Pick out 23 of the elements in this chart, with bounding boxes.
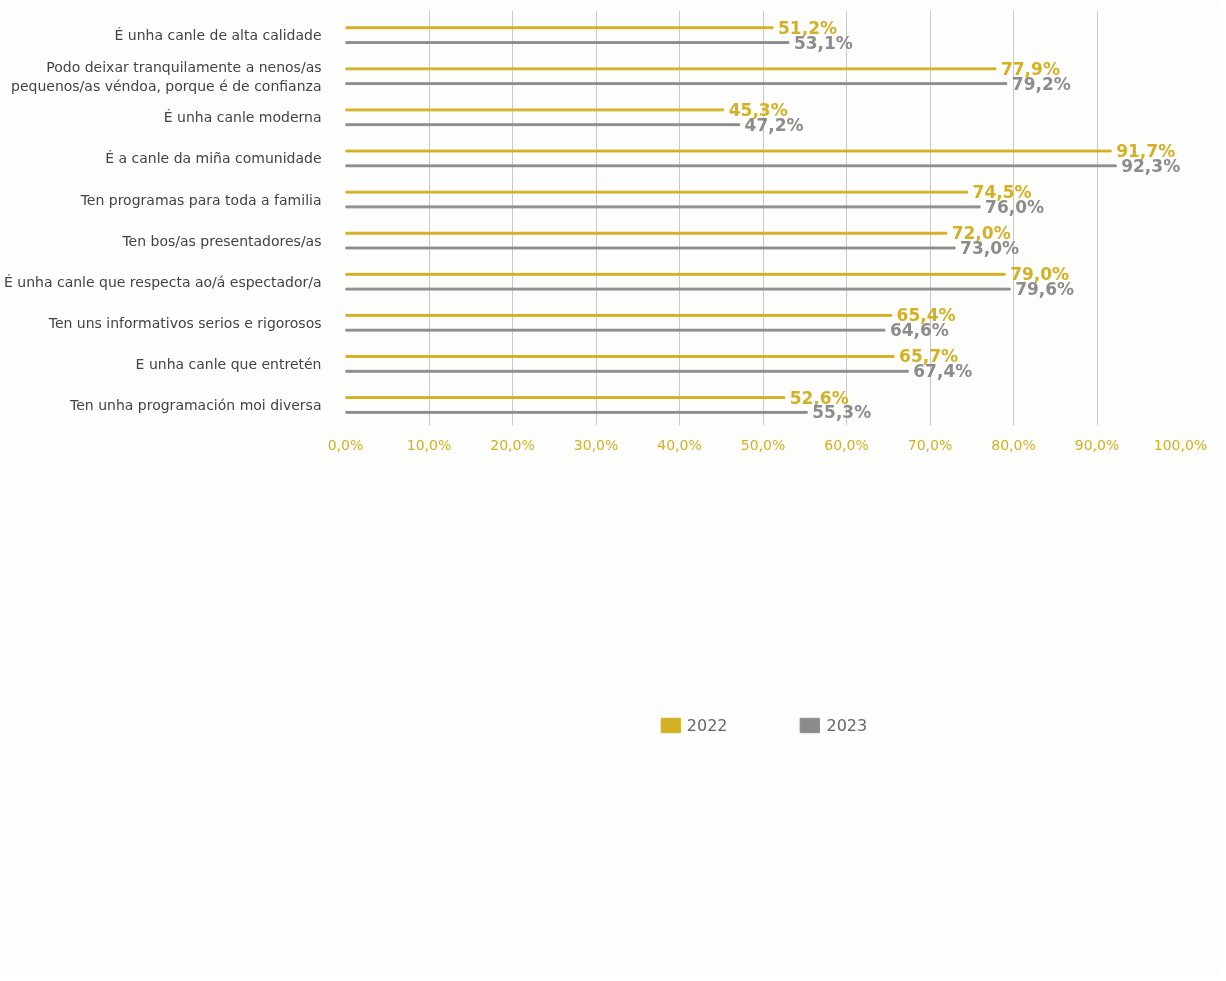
- x-tick-label: 90,0%: [1074, 436, 1120, 453]
- x-tick-label: 80,0%: [991, 436, 1036, 453]
- y-tick-label: É unha canle de alta calidade: [114, 27, 322, 44]
- y-tick-label: É unha canle moderna: [163, 109, 322, 126]
- y-tick-label: Ten bos/as presentadores/as: [121, 232, 322, 249]
- y-tick-label: É unha canle que respecta ao/á espectador/a: [3, 273, 322, 290]
- y-tick-label: É a canle da miña comunidade: [105, 150, 322, 167]
- x-tick-label: 30,0%: [573, 436, 619, 453]
- legend-label: 2023: [826, 715, 868, 735]
- x-tick-label: 70,0%: [907, 436, 953, 453]
- x-tick-label: 60,0%: [824, 436, 869, 453]
- y-tick-label: Ten programas para toda a familia: [79, 191, 322, 208]
- y-tick-label: E unha canle que entretén: [135, 355, 322, 372]
- y-tick-label: Podo deixar tranquilamente a nenos/as pequenos/as véndoa, porque é de confianza: [11, 58, 322, 94]
- y-tick-label: Ten uns informativos serios e rigorosos: [47, 314, 322, 331]
- x-tick-label: 10,0%: [406, 436, 452, 453]
- x-tick-label: 100,0%: [1153, 436, 1208, 453]
- x-tick-label: 40,0%: [657, 436, 702, 453]
- y-tick-label: Ten unha programación moi diversa: [69, 396, 322, 413]
- x-tick-label: 0,0%: [327, 436, 364, 453]
- x-tick-label: 20,0%: [490, 436, 535, 453]
- legend-label: 2022: [686, 715, 728, 735]
- x-tick-label: 50,0%: [740, 436, 786, 453]
